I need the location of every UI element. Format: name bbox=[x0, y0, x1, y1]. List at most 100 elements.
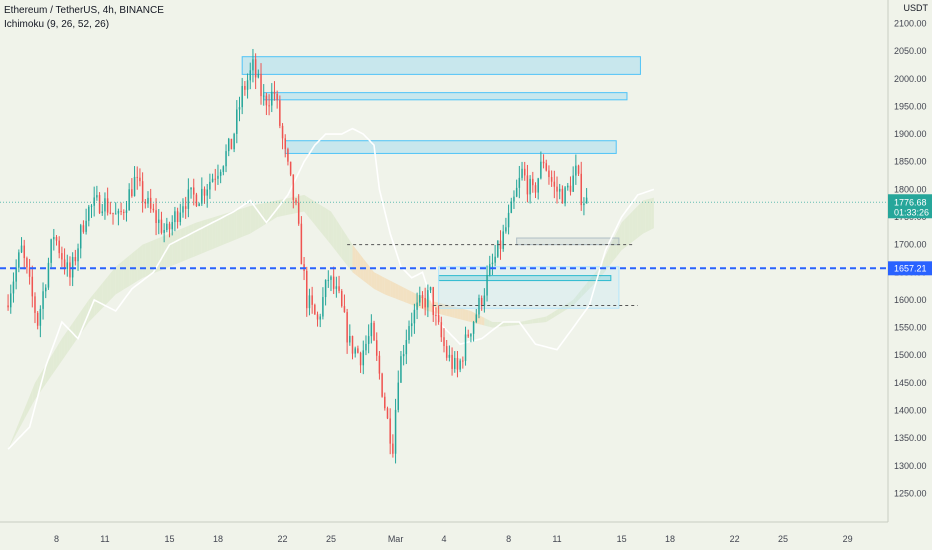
candle-body bbox=[262, 95, 265, 97]
candle-body bbox=[416, 302, 418, 310]
candle-body bbox=[187, 189, 190, 209]
cloud-segment bbox=[540, 317, 544, 323]
cloud-segment bbox=[336, 219, 340, 256]
cloud-segment bbox=[201, 220, 205, 254]
candle-body bbox=[158, 219, 160, 224]
cloud-segment bbox=[161, 235, 165, 271]
zone-rectangle[interactable] bbox=[284, 140, 617, 154]
indicator-title: Ichimoku (9, 26, 52, 26) bbox=[4, 19, 110, 30]
cloud-segment bbox=[468, 310, 471, 323]
candle-body bbox=[375, 340, 378, 356]
cloud-segment bbox=[96, 286, 100, 314]
candle-body bbox=[58, 240, 60, 254]
cloud-segment bbox=[317, 203, 321, 232]
candle-body bbox=[147, 197, 149, 204]
candle-body bbox=[136, 176, 138, 178]
candle-body bbox=[176, 211, 179, 222]
zone-rectangle[interactable] bbox=[438, 266, 620, 309]
candle-body bbox=[93, 197, 95, 206]
candle-body bbox=[306, 270, 308, 309]
cloud-segment bbox=[250, 205, 253, 234]
cloud-segment bbox=[185, 225, 189, 261]
candle-body bbox=[470, 333, 472, 337]
candle-body bbox=[311, 295, 313, 305]
candle-body bbox=[505, 227, 507, 232]
cloud-segment bbox=[169, 232, 173, 267]
candle-body bbox=[123, 211, 125, 214]
cloud-segment bbox=[522, 320, 525, 325]
cloud-segment bbox=[363, 258, 366, 283]
time-axis[interactable]: 8 11 15 18 22 25 Mar 4 8 11 15 18 22 25 29 bbox=[0, 521, 932, 550]
candle-body bbox=[553, 181, 556, 187]
cloud-segment bbox=[341, 228, 345, 262]
cloud-segment bbox=[215, 215, 218, 248]
cloud-segment bbox=[333, 215, 337, 252]
cloud-segment bbox=[56, 343, 60, 369]
candle-body bbox=[338, 286, 340, 291]
horizontal-line-label: 1657.21 bbox=[894, 263, 927, 273]
candle-body bbox=[117, 210, 120, 214]
cloud-segment bbox=[266, 202, 270, 224]
cloud-segment bbox=[465, 309, 469, 322]
candle-body bbox=[319, 316, 321, 320]
cloud-segment bbox=[110, 270, 114, 300]
zone-rectangle[interactable] bbox=[516, 237, 620, 246]
price-tick-label: 1600.00 bbox=[894, 295, 927, 305]
rectangle-zones[interactable] bbox=[241, 56, 641, 309]
cloud-segment bbox=[78, 311, 81, 338]
cloud-segment bbox=[554, 309, 558, 318]
candle-body bbox=[39, 308, 42, 326]
candle-body bbox=[518, 177, 521, 188]
cloud-segment bbox=[470, 310, 474, 323]
candle-body bbox=[182, 206, 184, 213]
candle-body bbox=[20, 245, 23, 253]
zone-rectangle[interactable] bbox=[241, 56, 641, 75]
candle-body bbox=[454, 357, 456, 369]
cloud-segment bbox=[643, 199, 646, 234]
cloud-segment bbox=[188, 224, 192, 260]
cloud-segment bbox=[489, 320, 493, 328]
cloud-segment bbox=[626, 214, 630, 247]
candle-body bbox=[252, 59, 254, 71]
price-lines[interactable] bbox=[0, 201, 888, 306]
cloud-segment bbox=[546, 314, 549, 323]
cloud-segment bbox=[261, 203, 264, 227]
cloud-segment bbox=[34, 378, 38, 400]
candle-body bbox=[532, 178, 534, 186]
cloud-segment bbox=[613, 233, 617, 261]
candle-body bbox=[292, 174, 295, 200]
candle-body bbox=[467, 334, 469, 337]
cloud-segment bbox=[616, 228, 619, 258]
candle-body bbox=[327, 279, 330, 281]
zone-rectangle[interactable] bbox=[263, 92, 628, 101]
candle-body bbox=[513, 196, 515, 202]
candle-body bbox=[284, 138, 286, 150]
candle-body bbox=[209, 181, 211, 190]
cloud-segment bbox=[347, 236, 350, 269]
cloud-segment bbox=[59, 338, 62, 365]
candle-body bbox=[241, 85, 243, 108]
candle-body bbox=[429, 287, 432, 291]
cloud-segment bbox=[637, 203, 641, 238]
candle-body bbox=[47, 262, 50, 288]
price-tick-label: 1450.00 bbox=[894, 378, 927, 388]
price-tick-label: 1950.00 bbox=[894, 101, 927, 111]
price-axis[interactable]: USDT 2100.00 2050.00 2000.00 1950.00 1900.00 1… bbox=[887, 0, 932, 550]
candle-body bbox=[155, 210, 157, 224]
candle-body bbox=[23, 245, 25, 259]
candle-body bbox=[427, 290, 429, 308]
candle-body bbox=[179, 212, 182, 222]
price-tick-label: 1500.00 bbox=[894, 350, 927, 360]
candle-body bbox=[66, 262, 69, 269]
candle-body bbox=[435, 314, 437, 316]
candle-body bbox=[254, 59, 257, 78]
countdown-label: 01:33:26 bbox=[894, 207, 929, 217]
cloud-segment bbox=[339, 223, 342, 259]
cloud-segment bbox=[64, 330, 68, 357]
price-tick-label: 1350.00 bbox=[894, 433, 927, 443]
cloud-segment bbox=[481, 316, 485, 326]
cloud-segment bbox=[403, 287, 407, 303]
candle-body bbox=[42, 291, 44, 309]
cloud-segment bbox=[368, 265, 372, 287]
